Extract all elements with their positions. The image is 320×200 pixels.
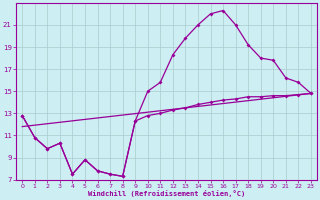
X-axis label: Windchill (Refroidissement éolien,°C): Windchill (Refroidissement éolien,°C) bbox=[88, 190, 245, 197]
